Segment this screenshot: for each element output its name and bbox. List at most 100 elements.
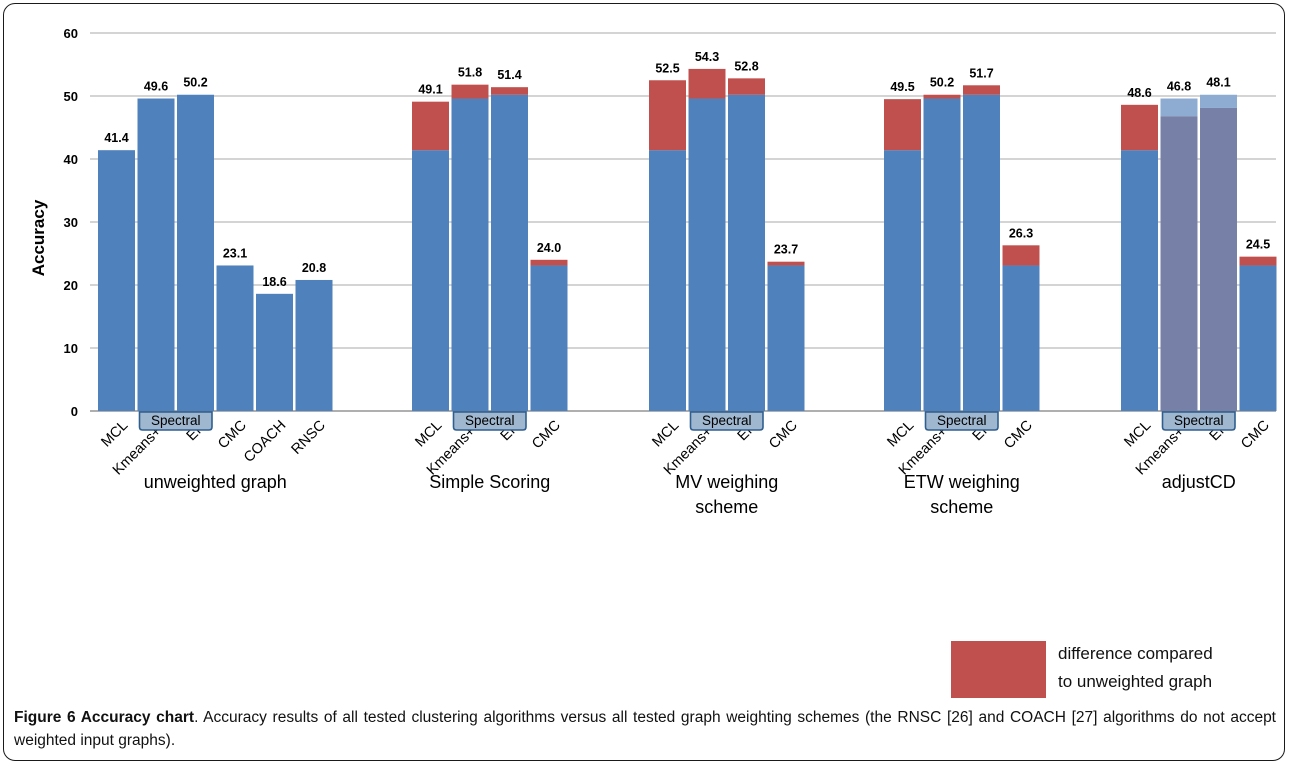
data-label-1-kmeanspppp: 51.8 xyxy=(458,66,482,80)
y-tick-label-10: 10 xyxy=(64,341,78,356)
bar-0-rnsc-base xyxy=(295,279,333,411)
bar-2-em-base xyxy=(728,94,765,412)
y-axis-title: Accuracy xyxy=(29,199,48,276)
category-label-3-mcl: MCL xyxy=(884,418,917,451)
category-label-0-mcl: MCL xyxy=(98,418,131,451)
group-label-3-line-2: scheme xyxy=(930,497,993,517)
bar-3-em-base xyxy=(963,94,1000,412)
data-label-0-cmc: 23.1 xyxy=(223,246,247,260)
data-label-2-em: 52.8 xyxy=(734,59,758,73)
bar-0-mcl-base xyxy=(98,150,135,411)
y-tick-label-30: 30 xyxy=(64,215,78,230)
group-label-4-line-1: adjustCD xyxy=(1162,472,1236,492)
spectral-bracket-2 xyxy=(689,411,764,431)
data-label-0-coach: 18.6 xyxy=(262,275,286,289)
spectral-bracket-label-0: Spectral xyxy=(151,413,201,428)
bar-2-kmeanspppp-base xyxy=(688,98,726,412)
bar-4-em-base xyxy=(1200,107,1237,411)
data-label-1-mcl: 49.1 xyxy=(418,83,442,97)
bar-2-mcl-difference xyxy=(649,80,686,151)
bar-3-cmc-base xyxy=(1002,265,1040,411)
bar-1-mcl-difference xyxy=(412,101,449,151)
group-label-2-line-1: MV weighing xyxy=(675,472,778,492)
data-label-4-mcl: 48.6 xyxy=(1127,86,1151,100)
group-label-3-line-1: ETW weighing xyxy=(904,472,1020,492)
figure-frame xyxy=(3,3,1285,761)
spectral-bracket-4 xyxy=(1161,411,1236,431)
bar-1-em-base xyxy=(491,94,528,412)
data-label-1-cmc: 24.0 xyxy=(537,241,561,255)
category-label-0-cmc: CMC xyxy=(215,418,250,453)
bar-4-em-difference xyxy=(1200,94,1237,108)
y-tick-label-60: 60 xyxy=(64,26,78,41)
bar-4-kmeanspppp-difference xyxy=(1160,98,1198,117)
data-label-1-em: 51.4 xyxy=(497,68,521,82)
data-label-0-rnsc: 20.8 xyxy=(302,261,326,275)
bar-4-cmc-base xyxy=(1239,265,1277,411)
bar-1-em-difference xyxy=(491,87,528,95)
data-label-4-kmeanspppp: 46.8 xyxy=(1167,80,1191,94)
bar-2-cmc-base xyxy=(767,265,805,411)
bar-4-mcl-difference xyxy=(1121,104,1158,151)
caption-text: . Accuracy results of all tested cluster… xyxy=(14,709,1276,749)
y-tick-label-50: 50 xyxy=(64,89,78,104)
bar-3-em-difference xyxy=(963,85,1000,95)
legend-label-line-1: difference compared xyxy=(1058,644,1213,663)
bar-3-mcl-difference xyxy=(884,99,921,151)
spectral-bracket-label-3: Spectral xyxy=(937,413,987,428)
bar-0-em-base xyxy=(177,94,214,412)
legend: difference compared to unweighted graph xyxy=(951,641,1213,698)
data-label-3-kmeanspppp: 50.2 xyxy=(930,76,954,90)
category-label-0-coach: COACH xyxy=(241,418,289,466)
category-label-4-mcl: MCL xyxy=(1121,418,1154,451)
legend-label-line-2: to unweighted graph xyxy=(1058,672,1212,691)
data-label-3-em: 51.7 xyxy=(969,66,993,80)
bar-3-cmc-difference xyxy=(1002,245,1040,266)
data-label-0-em: 50.2 xyxy=(183,76,207,90)
spectral-bracket-label-2: Spectral xyxy=(702,413,752,428)
category-label-4-cmc: CMC xyxy=(1238,418,1273,453)
spectral-bracket-1 xyxy=(452,411,527,431)
category-label-0-rnsc: RNSC xyxy=(288,418,328,458)
bar-3-kmeanspppp-base xyxy=(923,98,961,412)
bar-1-mcl-base xyxy=(412,150,449,411)
spectral-bracket-3 xyxy=(924,411,999,431)
category-label-2-cmc: CMC xyxy=(766,418,801,453)
category-label-2-mcl: MCL xyxy=(649,418,682,451)
bar-0-kmeanspppp-base xyxy=(137,98,175,412)
data-label-4-em: 48.1 xyxy=(1206,76,1230,90)
data-label-2-cmc: 23.7 xyxy=(774,243,798,257)
data-label-3-cmc: 26.3 xyxy=(1009,226,1033,240)
y-tick-label-20: 20 xyxy=(64,278,78,293)
data-label-2-kmeanspppp: 54.3 xyxy=(695,50,719,64)
group-label-2-line-2: scheme xyxy=(695,497,758,517)
caption-figure-label: Figure 6 Accuracy chart xyxy=(14,709,195,726)
bar-2-cmc-difference xyxy=(767,261,805,266)
bar-3-mcl-base xyxy=(884,150,921,411)
bar-0-cmc-base xyxy=(216,265,254,411)
bar-4-kmeanspppp-base xyxy=(1160,116,1198,411)
bar-1-kmeanspppp-base xyxy=(451,98,489,412)
spectral-bracket-label-4: Spectral xyxy=(1174,413,1224,428)
bar-4-cmc-difference xyxy=(1239,256,1277,266)
bar-4-mcl-base xyxy=(1121,150,1158,411)
bar-0-coach-base xyxy=(256,293,293,411)
figure-caption: Figure 6 Accuracy chart. Accuracy result… xyxy=(14,706,1276,752)
data-label-3-mcl: 49.5 xyxy=(890,80,914,94)
bar-1-kmeanspppp-difference xyxy=(451,84,489,99)
category-label-1-mcl: MCL xyxy=(412,418,445,451)
legend-swatch-difference xyxy=(951,641,1046,698)
data-label-2-mcl: 52.5 xyxy=(655,61,679,75)
data-label-4-cmc: 24.5 xyxy=(1246,238,1270,252)
y-tick-label-0: 0 xyxy=(71,404,78,419)
bar-2-mcl-base xyxy=(649,150,686,411)
bar-1-cmc-base xyxy=(530,265,568,411)
category-label-1-cmc: CMC xyxy=(529,418,564,453)
y-tick-label-40: 40 xyxy=(64,152,78,167)
category-label-3-cmc: CMC xyxy=(1001,418,1036,453)
data-label-0-kmeanspppp: 49.6 xyxy=(144,80,168,94)
bar-2-kmeanspppp-difference xyxy=(688,68,726,99)
bar-2-em-difference xyxy=(728,78,765,95)
group-label-1-line-1: Simple Scoring xyxy=(429,472,550,492)
